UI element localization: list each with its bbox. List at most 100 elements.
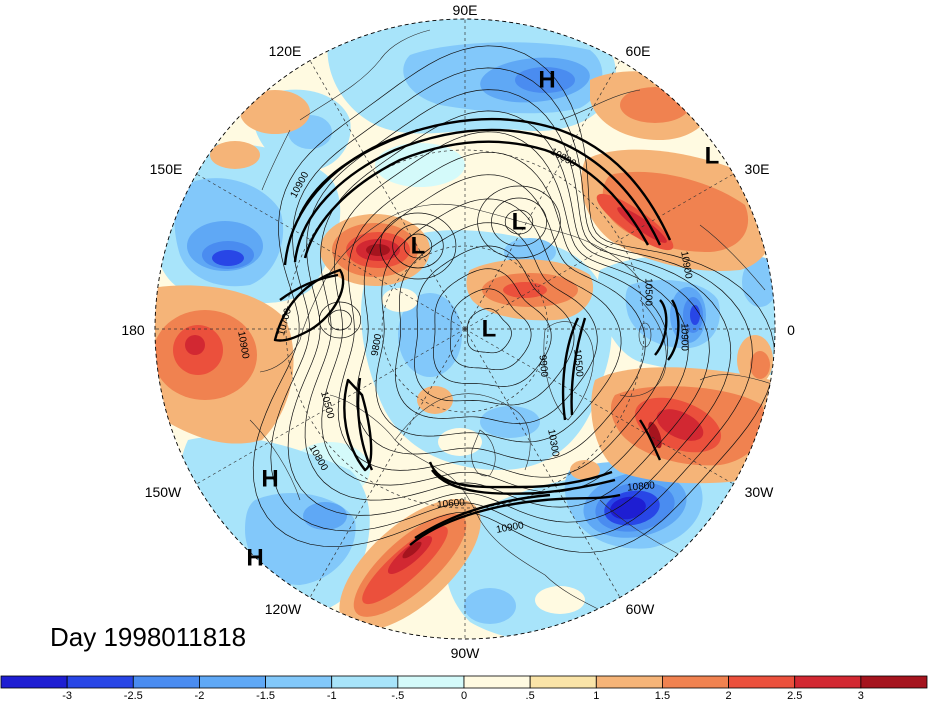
colorbar-tick-label: -3 xyxy=(62,690,72,702)
contour-line xyxy=(287,89,732,523)
contour-line xyxy=(328,309,352,331)
longitude-label-30e: 30E xyxy=(745,161,770,177)
coastline xyxy=(249,419,301,501)
anomaly-patch xyxy=(610,496,646,520)
high-marker: H xyxy=(261,466,278,493)
longitude-label-60e: 60E xyxy=(626,43,651,59)
colorbar-tick-label: 2.5 xyxy=(787,690,802,702)
anomaly-patch xyxy=(742,257,775,307)
coastline xyxy=(559,89,641,121)
thick-contour-layer xyxy=(273,117,680,546)
anomaly-patch xyxy=(464,588,516,624)
low-marker: L xyxy=(411,233,426,260)
high-marker: H xyxy=(538,67,555,94)
colorbar: -3 -2.5 -2 -1.5 -1 -.5 0 .5 1 1.5 2 2.5 3 xyxy=(0,675,928,702)
anomaly-patch xyxy=(402,541,422,559)
contour-label: 10500 xyxy=(571,349,584,378)
colorbar-tick-label: 1.5 xyxy=(655,690,670,702)
longitude-line xyxy=(196,328,466,485)
contour-line xyxy=(392,223,444,269)
thick-contour-line xyxy=(279,273,339,301)
latitude-circle xyxy=(381,245,549,413)
anomaly-patch xyxy=(648,421,662,449)
low-marker: L xyxy=(512,209,527,236)
contour-line xyxy=(337,151,669,478)
contour-label: 9800 xyxy=(370,333,385,357)
colorbar-box xyxy=(794,675,862,689)
contour-line xyxy=(491,197,547,247)
thick-contour-line xyxy=(561,317,580,421)
thick-contour-line xyxy=(431,469,616,495)
colorbar-tick-label: -1 xyxy=(327,690,337,702)
contour-line xyxy=(375,198,622,443)
anomaly-patch xyxy=(366,244,390,256)
contour-label: 10900 xyxy=(495,520,525,536)
thick-contour-line xyxy=(273,268,345,342)
longitude-label-120w: 120W xyxy=(265,601,302,617)
longitude-label-150e: 150E xyxy=(150,161,183,177)
anomaly-patch xyxy=(685,535,755,585)
graticule-layer xyxy=(155,19,775,639)
longitude-label-0: 0 xyxy=(787,322,795,338)
colorbar-tick-label: -2 xyxy=(195,690,205,702)
colorbar-box xyxy=(595,675,663,689)
coastline xyxy=(543,321,594,421)
low-marker: L xyxy=(482,316,497,343)
colorbar-box xyxy=(0,675,68,689)
contour-label: 10600 xyxy=(437,497,466,510)
thick-contour-line xyxy=(428,461,613,489)
longitude-label-90e: 90E xyxy=(453,2,478,18)
contour-line xyxy=(252,45,775,553)
contour-line xyxy=(304,110,710,508)
coastline xyxy=(471,429,496,477)
colorbar-tick-label: 3 xyxy=(858,690,864,702)
contour-label: 10800 xyxy=(627,480,656,493)
low-marker: L xyxy=(705,143,720,170)
colorbar-box xyxy=(331,675,399,689)
anomaly-patch xyxy=(535,586,585,614)
pressure-center-markers: H L L L L H H xyxy=(246,67,719,572)
high-marker: H xyxy=(246,545,263,572)
contour-line xyxy=(394,222,598,424)
colorbar-box xyxy=(199,675,266,689)
coastline xyxy=(299,29,431,121)
longitude-label-180: 180 xyxy=(121,322,145,338)
longitude-label-90w: 90W xyxy=(451,645,481,661)
contour-line xyxy=(403,233,433,259)
longitude-label-30w: 30W xyxy=(745,484,775,500)
contour-label: 9900 xyxy=(537,354,550,378)
coastline xyxy=(394,393,531,471)
colorbar-tick-label: 2 xyxy=(726,690,732,702)
colorbar-box xyxy=(860,675,928,689)
contour-line xyxy=(477,185,561,259)
contour-line xyxy=(270,67,753,538)
longitude-label-120e: 120E xyxy=(269,43,302,59)
colorbar-box xyxy=(66,675,134,689)
colorbar-tick-label: 0 xyxy=(461,690,467,702)
contour-line xyxy=(318,301,362,339)
anomaly-patch xyxy=(417,386,453,414)
longitude-line xyxy=(309,328,466,598)
latitude-circle xyxy=(285,149,645,509)
contour-label: 10900 xyxy=(678,250,694,280)
anomaly-patch xyxy=(382,288,418,312)
coastline xyxy=(699,374,775,386)
contour-line xyxy=(355,174,646,461)
colorbar-tick-label: -.5 xyxy=(391,690,404,702)
map-disc xyxy=(155,19,775,639)
map-title: Day 1998011818 xyxy=(50,622,246,652)
longitude-label-60w: 60W xyxy=(626,601,656,617)
anomaly-patch xyxy=(212,250,244,266)
colorbar-box xyxy=(132,675,200,689)
thick-contour-line xyxy=(343,378,373,472)
thick-contour-line xyxy=(414,493,551,540)
anomaly-patch xyxy=(210,141,260,169)
colorbar-box xyxy=(397,675,465,689)
colorbar-tick-label: 1 xyxy=(593,690,599,702)
anomaly-patch xyxy=(480,406,540,438)
colorbar-tick-label: .5 xyxy=(526,690,535,702)
coastline xyxy=(699,224,766,291)
thick-contour-line xyxy=(303,140,650,259)
